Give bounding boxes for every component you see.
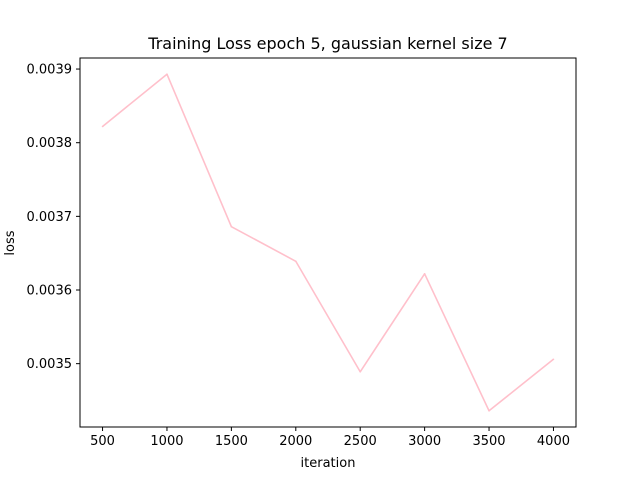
data-point: [230, 225, 233, 228]
data-point: [359, 370, 362, 373]
y-tick-label: 0.0035: [27, 357, 73, 372]
x-tick-label: 500: [90, 434, 115, 449]
y-tick-label: 0.0037: [27, 210, 73, 225]
x-tick-label: 1500: [215, 434, 248, 449]
data-point: [166, 73, 168, 76]
series-line: [102, 73, 554, 412]
y-tick-label: 0.0039: [27, 63, 73, 78]
data-point: [423, 273, 426, 275]
data-point: [294, 260, 297, 263]
x-tick-label: 2500: [344, 434, 377, 449]
x-tick-label: 1000: [150, 434, 183, 449]
y-axis-title: loss: [3, 230, 18, 255]
chart-title: Training Loss epoch 5, gaussian kernel s…: [147, 34, 507, 53]
x-axis-ticks: 500 1000 1500 2000 2500 3000 3500 4000: [90, 427, 570, 449]
series-layer: [101, 73, 555, 412]
x-axis-title: iteration: [301, 456, 356, 471]
x-tick-label: 3500: [472, 434, 505, 449]
data-point: [101, 125, 104, 128]
x-tick-label: 3000: [408, 434, 441, 449]
y-axis-ticks: 0.0035 0.0036 0.0037 0.0038 0.0039: [27, 63, 80, 372]
data-point: [552, 358, 555, 361]
y-tick-label: 0.0038: [27, 136, 73, 151]
x-tick-label: 2000: [279, 434, 312, 449]
y-tick-label: 0.0036: [27, 284, 73, 299]
plot-area: [79, 57, 577, 428]
x-tick-label: 4000: [537, 434, 570, 449]
data-point: [488, 409, 490, 412]
